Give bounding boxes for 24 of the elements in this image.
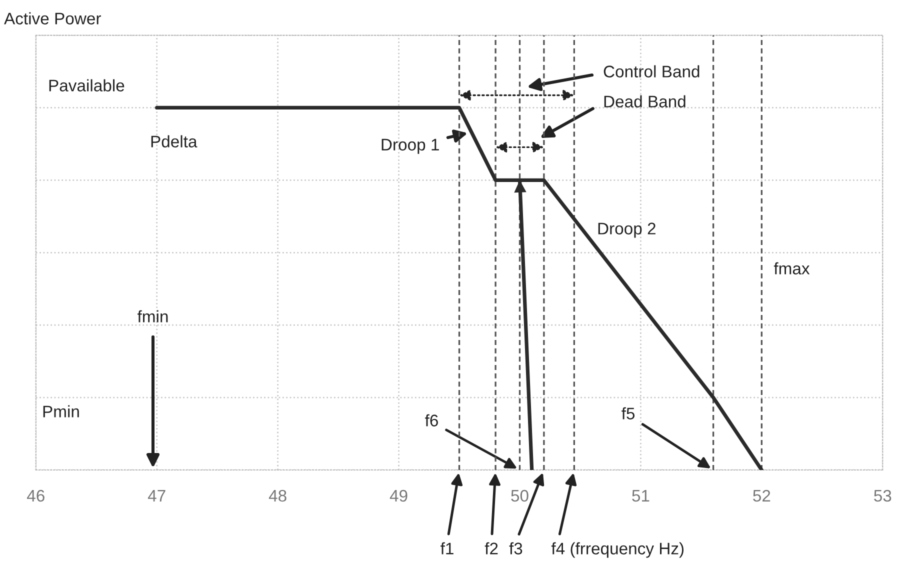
text: Active Power	[4, 12, 101, 24]
annotation: Pmin	[43, 405, 79, 418]
ref-line-label: fmax	[774, 262, 810, 274]
ref-line-label: f4 (frrequency Hz)	[551, 542, 684, 558]
ref-line-label: f5	[622, 407, 635, 420]
annotation: fmin	[137, 310, 168, 322]
ref-line-label: f2	[484, 542, 498, 554]
x-tick-label: 50	[511, 490, 528, 502]
text: Control Band	[604, 65, 700, 78]
annotation: Pdelta	[151, 135, 198, 148]
annotation: Droop 2	[598, 222, 656, 238]
x-tick-label: 52	[753, 490, 770, 502]
ref-line-label: f3	[509, 542, 522, 554]
x-tick-label: 53	[874, 490, 892, 502]
ref-line-label: f6	[425, 414, 438, 426]
x-tick-label: 48	[268, 490, 286, 502]
x-tick-label: 47	[148, 490, 166, 502]
annotation: Droop 1	[382, 138, 439, 154]
x-tick-label: 51	[632, 490, 650, 502]
ref-line-label: f1	[440, 542, 454, 554]
x-tick-label: 46	[26, 490, 44, 502]
text: Dead Band	[604, 95, 686, 108]
x-tick-label: 49	[390, 490, 408, 502]
text: Pavailable	[49, 79, 124, 92]
